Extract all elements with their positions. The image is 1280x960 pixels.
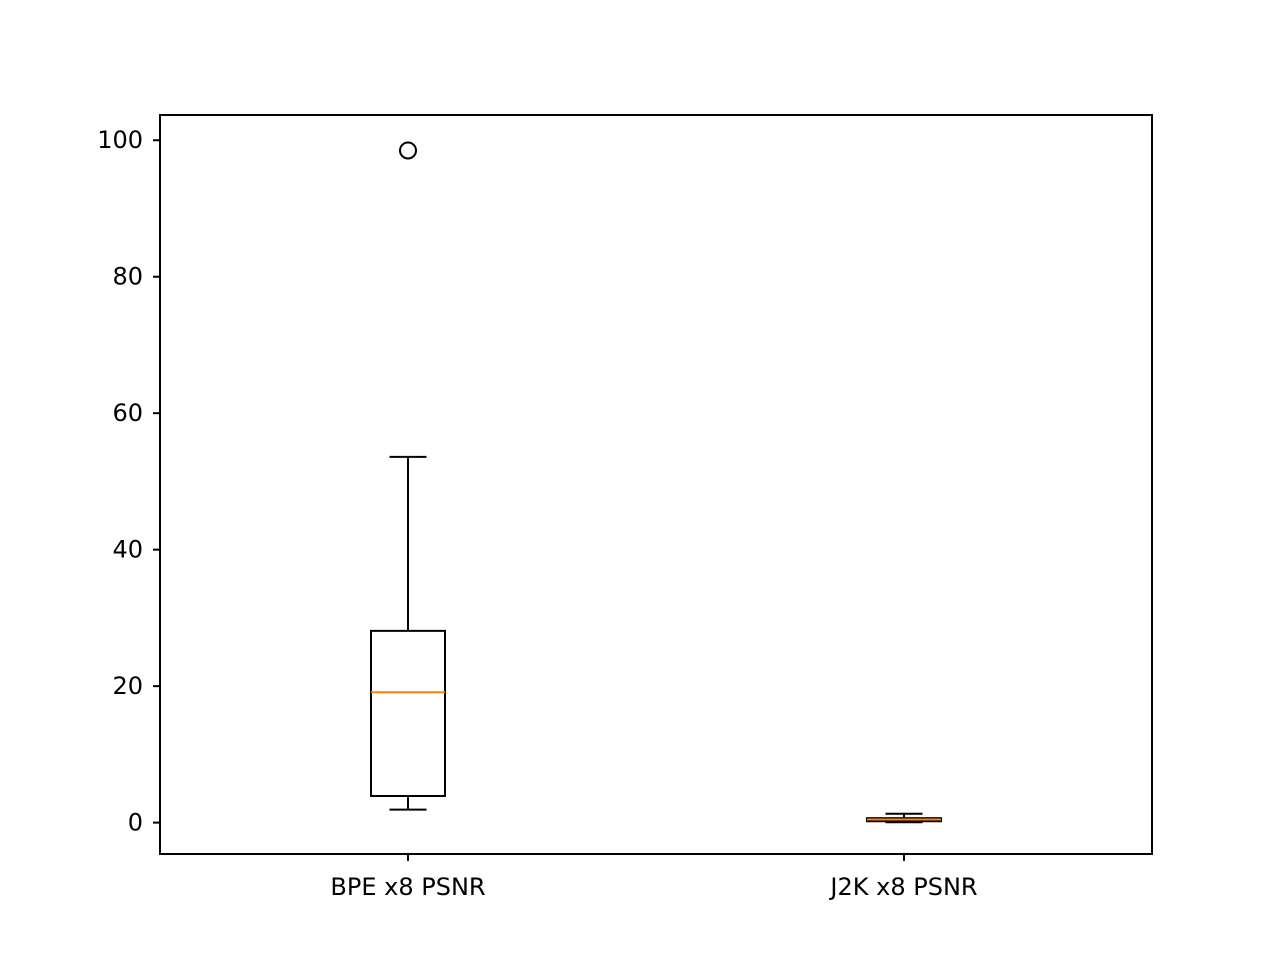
y-tick-label: 0 [128, 809, 143, 837]
y-tick-label: 40 [112, 536, 143, 564]
x-tick-label: BPE x8 PSNR [330, 873, 485, 901]
y-tick-label: 80 [112, 263, 143, 291]
y-tick-label: 60 [112, 399, 143, 427]
x-tick-label: J2K x8 PSNR [828, 873, 977, 901]
y-tick-label: 20 [112, 672, 143, 700]
plot-area-frame [159, 114, 1153, 855]
outlier-point [399, 141, 417, 160]
y-tick-label: 100 [97, 126, 143, 154]
iqr-box [370, 629, 446, 797]
